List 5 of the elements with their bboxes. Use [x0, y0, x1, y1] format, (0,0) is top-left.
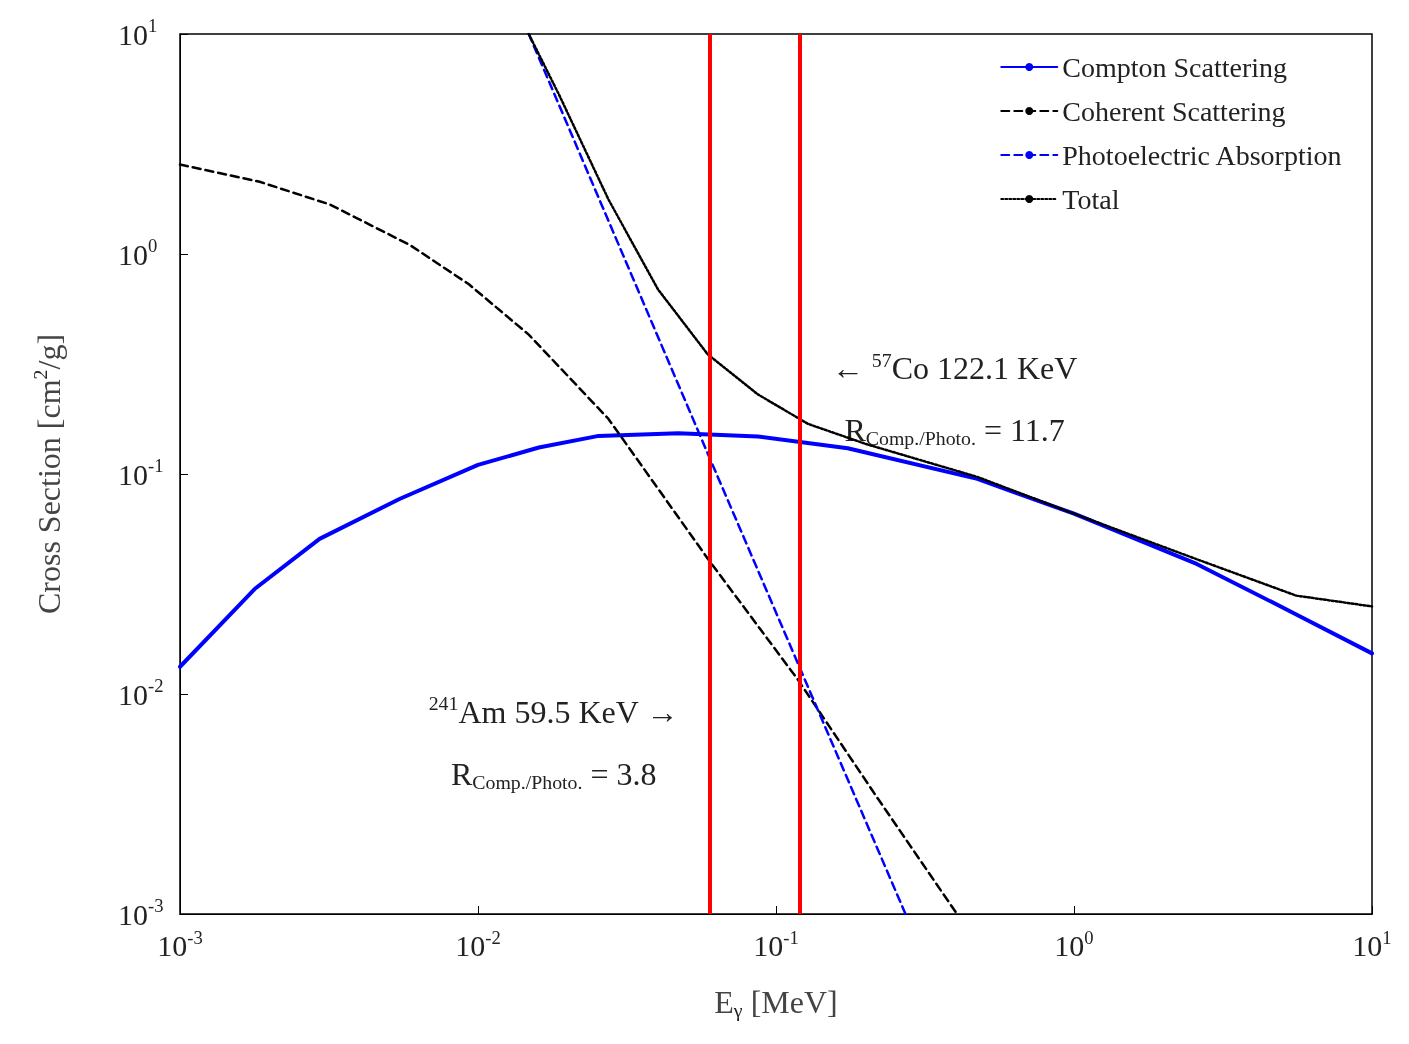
legend-label: Photoelectric Absorption: [1062, 139, 1342, 171]
legend-label: Compton Scattering: [1062, 51, 1288, 83]
legend-label: Total: [1062, 183, 1120, 215]
y-axis-title: Cross Section [cm2/g]: [29, 333, 68, 615]
legend-label: Coherent Scattering: [1062, 95, 1286, 127]
